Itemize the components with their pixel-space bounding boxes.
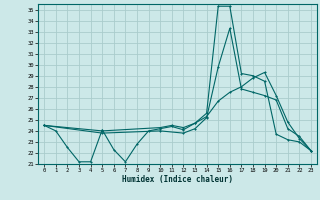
X-axis label: Humidex (Indice chaleur): Humidex (Indice chaleur) (122, 175, 233, 184)
